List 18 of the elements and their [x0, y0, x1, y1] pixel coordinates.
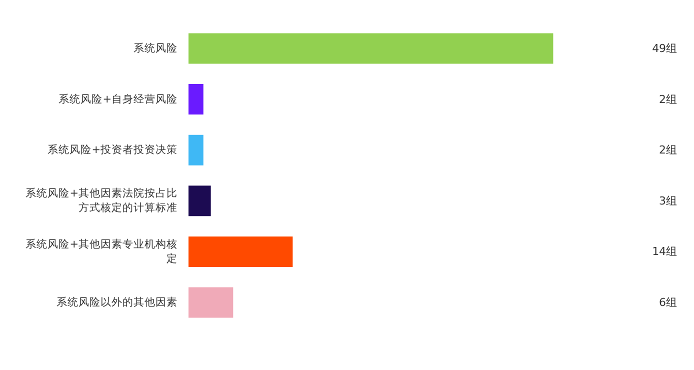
y-tick-label: 系统风险+其他因素专业机构核定	[26, 238, 178, 265]
data-label: 3组	[659, 194, 678, 208]
bar	[188, 33, 554, 64]
bar	[188, 236, 293, 267]
y-tick-label: 系统风险	[134, 41, 178, 54]
bar	[188, 134, 204, 166]
data-label: 6组	[659, 296, 678, 310]
y-tick-label: 系统风险+自身经营风险	[58, 92, 178, 106]
y-tick-label: 系统风险以外的其他因素	[56, 296, 178, 309]
bar	[188, 84, 204, 115]
bar	[188, 186, 211, 216]
bar	[188, 287, 234, 318]
data-label: 49组	[652, 42, 678, 55]
y-tick-label: 系统风险+其他因素法院按占比方式核定的计算标准	[26, 186, 178, 214]
data-label: 2组	[659, 144, 678, 157]
data-label: 14组	[652, 245, 678, 258]
data-label: 2组	[659, 92, 678, 106]
y-tick-label: 系统风险+投资者投资决策	[48, 143, 178, 156]
